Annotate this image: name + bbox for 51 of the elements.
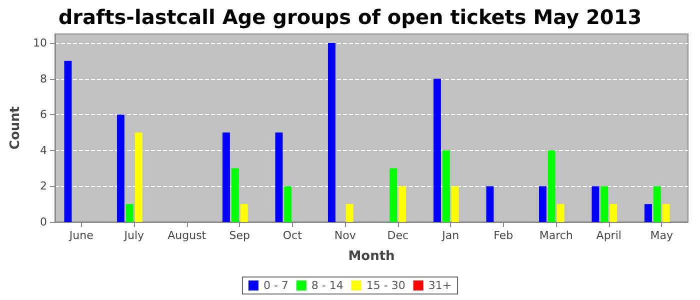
x-tick-label: Oct bbox=[282, 229, 303, 242]
bar bbox=[486, 186, 494, 222]
bar bbox=[134, 132, 142, 222]
legend-label: 31+ bbox=[428, 279, 452, 292]
bar bbox=[600, 186, 608, 222]
chart-title: drafts-lastcall Age groups of open tickets May 2013 bbox=[58, 5, 642, 29]
x-tick-label: April bbox=[596, 229, 622, 242]
y-tick-label: 6 bbox=[40, 108, 47, 122]
bar bbox=[126, 204, 134, 222]
bar bbox=[390, 168, 398, 222]
bar bbox=[231, 168, 239, 222]
bar bbox=[240, 204, 248, 222]
bar bbox=[116, 114, 124, 222]
bar bbox=[662, 204, 670, 222]
y-tick-label: 4 bbox=[40, 144, 47, 157]
y-tick-label: 0 bbox=[40, 216, 47, 228]
y-axis-title: Count bbox=[8, 106, 24, 150]
bar bbox=[644, 204, 652, 222]
bar bbox=[222, 132, 230, 222]
bar bbox=[284, 186, 292, 222]
bar bbox=[592, 186, 600, 222]
bar bbox=[548, 150, 556, 222]
bar bbox=[328, 42, 336, 222]
x-tick-label: August bbox=[168, 229, 207, 242]
y-tick-label: 8 bbox=[40, 72, 47, 86]
legend-label: 15 - 30 bbox=[366, 279, 406, 292]
x-tick-label: Nov bbox=[334, 229, 356, 242]
x-axis-title: Month bbox=[348, 249, 395, 264]
x-tick-label: Sep bbox=[229, 229, 250, 242]
x-tick-label: July bbox=[123, 229, 144, 242]
legend-label: 8 - 14 bbox=[311, 279, 344, 292]
y-tick-label: 2 bbox=[40, 180, 47, 193]
bar bbox=[538, 186, 546, 222]
x-tick-label: Jan bbox=[441, 229, 460, 242]
x-tick-label: June bbox=[68, 229, 94, 242]
bar bbox=[346, 204, 354, 222]
bar bbox=[433, 78, 441, 222]
y-tick-label: 10 bbox=[33, 36, 47, 50]
bar bbox=[442, 150, 450, 222]
bar bbox=[64, 60, 72, 222]
legend-label: 0 - 7 bbox=[263, 279, 288, 292]
bar bbox=[653, 186, 661, 222]
bar bbox=[610, 204, 618, 222]
x-tick-label: Dec bbox=[387, 229, 409, 242]
bar bbox=[451, 186, 459, 222]
x-tick-label: May bbox=[650, 229, 674, 242]
x-tick-label: Feb bbox=[494, 229, 514, 242]
bar bbox=[398, 186, 406, 222]
bar bbox=[275, 132, 283, 222]
bar bbox=[556, 204, 564, 222]
x-tick-label: March bbox=[539, 229, 573, 242]
